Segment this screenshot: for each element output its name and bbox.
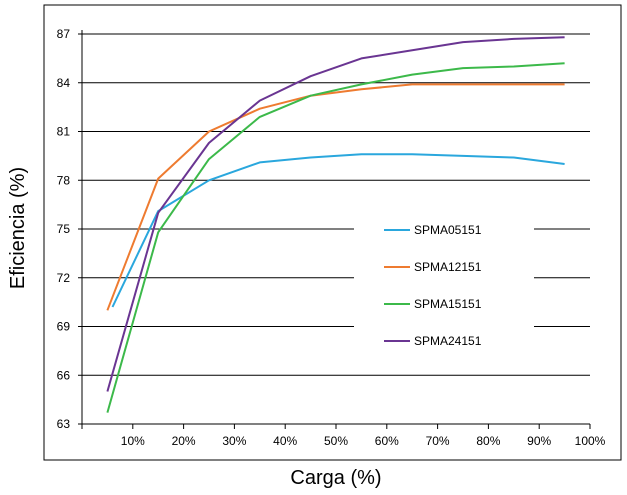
legend-label: SPMA24151	[414, 334, 482, 348]
y-tick-label: 75	[57, 222, 71, 236]
series-line	[106, 62, 565, 413]
legend-label: SPMA15151	[414, 297, 482, 311]
legend-label: SPMA12151	[414, 260, 482, 274]
axes	[78, 30, 591, 429]
x-axis-label: Carga (%)	[290, 467, 381, 489]
y-tick-label: 63	[57, 417, 71, 431]
x-tick-label: 10%	[121, 434, 145, 448]
x-tick-label: 30%	[222, 434, 246, 448]
y-tick-label: 78	[57, 173, 71, 187]
y-tick-labels: 63 66 69 72 75 78 81 84 87	[57, 27, 71, 431]
y-axis-label: Eficiencia (%)	[7, 167, 29, 289]
x-tick-label: 20%	[172, 434, 196, 448]
y-tick-label: 87	[57, 27, 71, 41]
legend-label: SPMA05151	[414, 223, 482, 237]
y-tick-label: 66	[57, 368, 71, 382]
x-tick-label: 90%	[527, 434, 551, 448]
x-tick-label: 40%	[273, 434, 297, 448]
x-tick-labels: 10% 20% 30% 40% 50% 60% 70% 80% 90% 100%	[121, 434, 606, 448]
series-line	[106, 83, 565, 311]
y-tick-label: 81	[57, 125, 71, 139]
x-tick-label: 60%	[375, 434, 399, 448]
x-tick-label: 70%	[426, 434, 450, 448]
y-tick-label: 84	[57, 76, 71, 90]
legend: SPMA05151 SPMA12151 SPMA15151 SPMA24151	[384, 223, 482, 348]
plot-frame	[43, 4, 622, 461]
series-line	[106, 36, 565, 392]
x-tick-label: 80%	[476, 434, 500, 448]
legend-box	[354, 214, 534, 354]
x-tick-label: 100%	[575, 434, 606, 448]
x-tick-label: 50%	[324, 434, 348, 448]
y-tick-label: 72	[57, 271, 71, 285]
series-lines	[106, 36, 565, 413]
y-tick-label: 69	[57, 320, 71, 334]
